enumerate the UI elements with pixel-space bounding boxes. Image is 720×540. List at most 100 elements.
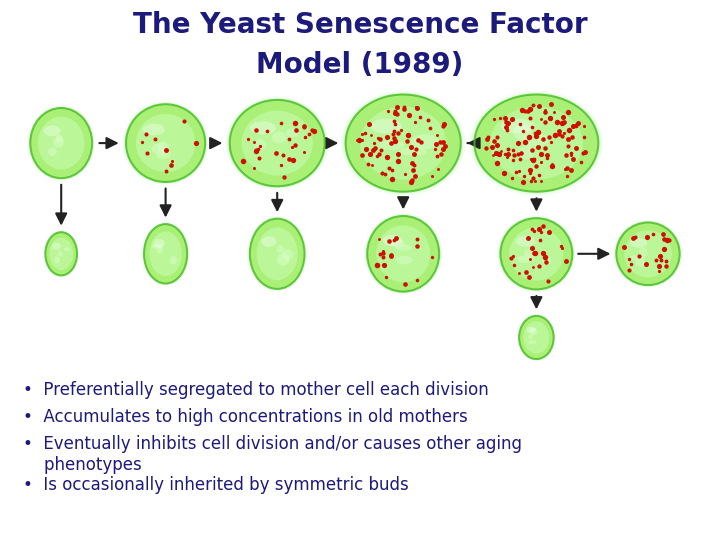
Ellipse shape — [58, 251, 62, 256]
Ellipse shape — [522, 133, 549, 146]
Ellipse shape — [153, 239, 165, 248]
Ellipse shape — [49, 238, 73, 270]
Ellipse shape — [29, 106, 94, 180]
Ellipse shape — [282, 249, 293, 260]
Ellipse shape — [228, 98, 327, 188]
Ellipse shape — [519, 316, 554, 359]
Ellipse shape — [30, 108, 92, 178]
Ellipse shape — [156, 246, 163, 253]
Ellipse shape — [150, 232, 181, 276]
Ellipse shape — [526, 327, 536, 333]
Ellipse shape — [636, 258, 646, 267]
Ellipse shape — [630, 238, 647, 247]
Ellipse shape — [360, 107, 446, 179]
Ellipse shape — [517, 255, 534, 263]
Ellipse shape — [518, 314, 555, 361]
Ellipse shape — [157, 141, 169, 153]
Ellipse shape — [469, 91, 603, 195]
Ellipse shape — [542, 256, 551, 265]
Ellipse shape — [28, 105, 94, 181]
Ellipse shape — [364, 213, 442, 295]
Ellipse shape — [516, 236, 536, 247]
Ellipse shape — [38, 117, 84, 170]
Ellipse shape — [499, 217, 574, 291]
Ellipse shape — [250, 122, 276, 134]
Ellipse shape — [624, 230, 672, 278]
Ellipse shape — [156, 150, 171, 159]
Ellipse shape — [143, 222, 189, 286]
Ellipse shape — [523, 321, 549, 354]
Ellipse shape — [382, 235, 402, 246]
Ellipse shape — [277, 253, 289, 266]
Ellipse shape — [341, 91, 465, 195]
Ellipse shape — [277, 245, 284, 253]
Ellipse shape — [43, 126, 60, 136]
Ellipse shape — [48, 147, 57, 156]
Ellipse shape — [55, 134, 63, 143]
Ellipse shape — [286, 129, 299, 137]
Ellipse shape — [498, 215, 575, 292]
Text: The Yeast Senescence Factor: The Yeast Senescence Factor — [132, 11, 588, 39]
Ellipse shape — [613, 220, 683, 288]
Ellipse shape — [510, 227, 563, 281]
Ellipse shape — [254, 139, 266, 150]
Ellipse shape — [44, 231, 78, 277]
Ellipse shape — [530, 328, 537, 335]
Text: •  Is occasionally inherited by symmetric buds: • Is occasionally inherited by symmetric… — [23, 476, 409, 494]
Ellipse shape — [630, 255, 644, 260]
Ellipse shape — [248, 217, 306, 291]
Ellipse shape — [170, 256, 177, 265]
Ellipse shape — [616, 222, 680, 285]
Text: •  Accumulates to high concentrations in old mothers: • Accumulates to high concentrations in … — [23, 408, 468, 426]
Ellipse shape — [248, 216, 307, 292]
Ellipse shape — [54, 256, 60, 264]
Ellipse shape — [123, 101, 208, 185]
Ellipse shape — [501, 119, 535, 133]
Ellipse shape — [396, 256, 413, 265]
Ellipse shape — [528, 340, 536, 344]
Ellipse shape — [615, 221, 681, 286]
Ellipse shape — [395, 245, 412, 251]
Ellipse shape — [136, 114, 195, 172]
Ellipse shape — [343, 92, 463, 194]
Ellipse shape — [518, 145, 534, 160]
Ellipse shape — [250, 219, 305, 289]
Ellipse shape — [257, 227, 298, 280]
Ellipse shape — [53, 137, 64, 147]
Ellipse shape — [45, 232, 77, 275]
Ellipse shape — [513, 124, 532, 140]
Text: Model (1989): Model (1989) — [256, 51, 464, 79]
Ellipse shape — [241, 111, 312, 176]
Ellipse shape — [63, 247, 71, 251]
Ellipse shape — [377, 226, 431, 282]
Text: •  Preferentially segregated to mother cell each division: • Preferentially segregated to mother ce… — [23, 381, 489, 399]
Ellipse shape — [144, 224, 187, 284]
Text: •  Eventually inhibits cell division and/or causes other aging
    phenotypes: • Eventually inhibits cell division and/… — [23, 435, 522, 474]
Ellipse shape — [261, 237, 276, 247]
Ellipse shape — [370, 119, 402, 133]
Ellipse shape — [518, 315, 554, 360]
Ellipse shape — [398, 147, 426, 156]
Ellipse shape — [474, 94, 598, 192]
Ellipse shape — [391, 239, 405, 248]
Ellipse shape — [346, 94, 461, 192]
Ellipse shape — [410, 134, 439, 149]
Ellipse shape — [472, 92, 600, 194]
Ellipse shape — [125, 103, 207, 184]
Ellipse shape — [126, 104, 205, 182]
Ellipse shape — [490, 107, 582, 179]
Ellipse shape — [500, 218, 572, 289]
Ellipse shape — [226, 97, 328, 190]
Ellipse shape — [52, 243, 60, 249]
Ellipse shape — [367, 216, 439, 292]
Ellipse shape — [379, 140, 405, 150]
Ellipse shape — [528, 334, 533, 340]
Ellipse shape — [45, 231, 78, 276]
Ellipse shape — [524, 249, 536, 257]
Ellipse shape — [143, 124, 165, 136]
Ellipse shape — [366, 214, 441, 293]
Ellipse shape — [152, 244, 162, 249]
Ellipse shape — [271, 132, 287, 143]
Ellipse shape — [639, 247, 647, 258]
Ellipse shape — [143, 223, 188, 285]
